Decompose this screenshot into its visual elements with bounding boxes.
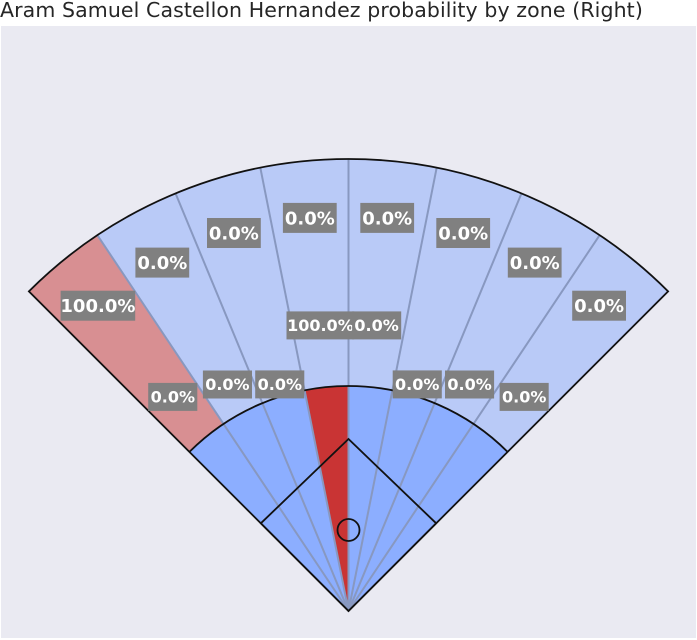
outfield-label-3-box xyxy=(207,218,261,248)
infield-label-3: 0.0% xyxy=(255,370,305,399)
infield-label-1: 0.0% xyxy=(148,382,198,411)
infield-arc xyxy=(188,385,509,453)
infield-label-4-text: 100.0% xyxy=(287,316,354,335)
outfield-label-5-text: 0.0% xyxy=(362,208,412,229)
infield-label-3-box xyxy=(255,370,305,399)
infield-label-6-box xyxy=(392,370,442,399)
outfield-label-1-text: 100.0% xyxy=(60,296,135,317)
field-outlines xyxy=(27,158,670,613)
outfield-label-2-text: 0.0% xyxy=(137,253,187,274)
infield-label-6-text: 0.0% xyxy=(395,375,439,394)
outfield-label-1: 100.0% xyxy=(60,290,136,321)
outfield-label-2-box xyxy=(135,247,190,278)
outfield-label-3-text: 0.0% xyxy=(209,224,259,245)
infield-label-3-text: 0.0% xyxy=(258,375,302,394)
outfield-label-8-text: 0.0% xyxy=(574,296,624,317)
zone-divider-7 xyxy=(347,234,601,612)
outfield-label-8: 0.0% xyxy=(572,290,626,321)
infield-label-6: 0.0% xyxy=(392,370,442,399)
zone-divider-5 xyxy=(347,167,438,612)
infield-label-5: 0.0% xyxy=(352,311,402,340)
outfield-label-4-text: 0.0% xyxy=(285,208,335,229)
zone-labels: 100.0%0.0%0.0%0.0% 0.0%0.0%0.0%0.0%0.0%0.… xyxy=(60,202,626,411)
outfield-label-6-box xyxy=(436,218,491,248)
infield-zone-8 xyxy=(348,423,508,611)
outfield-boundary xyxy=(27,158,670,613)
outfield-label-3: 0.0% xyxy=(207,218,261,248)
zone-divider-3 xyxy=(259,167,350,612)
infield-label-1-box xyxy=(148,382,198,411)
outfield-label-7-text: 0.0% xyxy=(510,253,560,274)
infield-zone-3 xyxy=(262,390,349,611)
infield-zone-6 xyxy=(348,390,435,611)
zone-divider-6 xyxy=(347,193,523,612)
outfield-label-6: 0.0% xyxy=(436,218,491,248)
infield-label-7-box xyxy=(445,370,495,399)
outfield-label-5: 0.0% xyxy=(360,202,415,233)
infield-label-8-text: 0.0% xyxy=(502,388,546,407)
zone-divider-2 xyxy=(174,193,350,612)
outfield-label-4: 0.0% xyxy=(282,202,337,233)
infield-zone-7 xyxy=(348,403,474,611)
outfield-label-7: 0.0% xyxy=(507,247,562,278)
infield-label-5-box xyxy=(352,311,402,340)
pitchers-mound xyxy=(336,518,361,542)
infield-label-4: 100.0% xyxy=(286,311,355,340)
infield-label-2-box xyxy=(202,370,252,399)
infield-label-8-box xyxy=(499,382,549,411)
infield-label-7-text: 0.0% xyxy=(447,375,491,394)
infield-label-2-text: 0.0% xyxy=(205,375,249,394)
infield-label-1-text: 0.0% xyxy=(151,388,195,407)
outfield-label-7-box xyxy=(507,247,562,278)
chart-title: Aram Samuel Castellon Hernandez probabil… xyxy=(0,0,643,22)
outfield-label-4-box xyxy=(282,202,337,233)
infield-zone-2 xyxy=(223,403,349,611)
infield-label-2: 0.0% xyxy=(202,370,252,399)
infield-diamond xyxy=(259,437,438,613)
outfield-label-5-box xyxy=(360,202,415,233)
outfield-label-1-box xyxy=(60,290,136,321)
infield-zone-1 xyxy=(189,423,349,611)
infield-label-7: 0.0% xyxy=(445,370,495,399)
infield-label-5-text: 0.0% xyxy=(354,316,398,335)
infield-label-8: 0.0% xyxy=(499,382,549,411)
zone-dividers xyxy=(96,159,601,612)
zone-divider-1 xyxy=(96,234,350,612)
outfield-label-8-box xyxy=(572,290,626,321)
infield-label-4-box xyxy=(286,311,355,340)
outfield-label-2: 0.0% xyxy=(135,247,190,278)
outfield-label-6-text: 0.0% xyxy=(438,224,488,245)
